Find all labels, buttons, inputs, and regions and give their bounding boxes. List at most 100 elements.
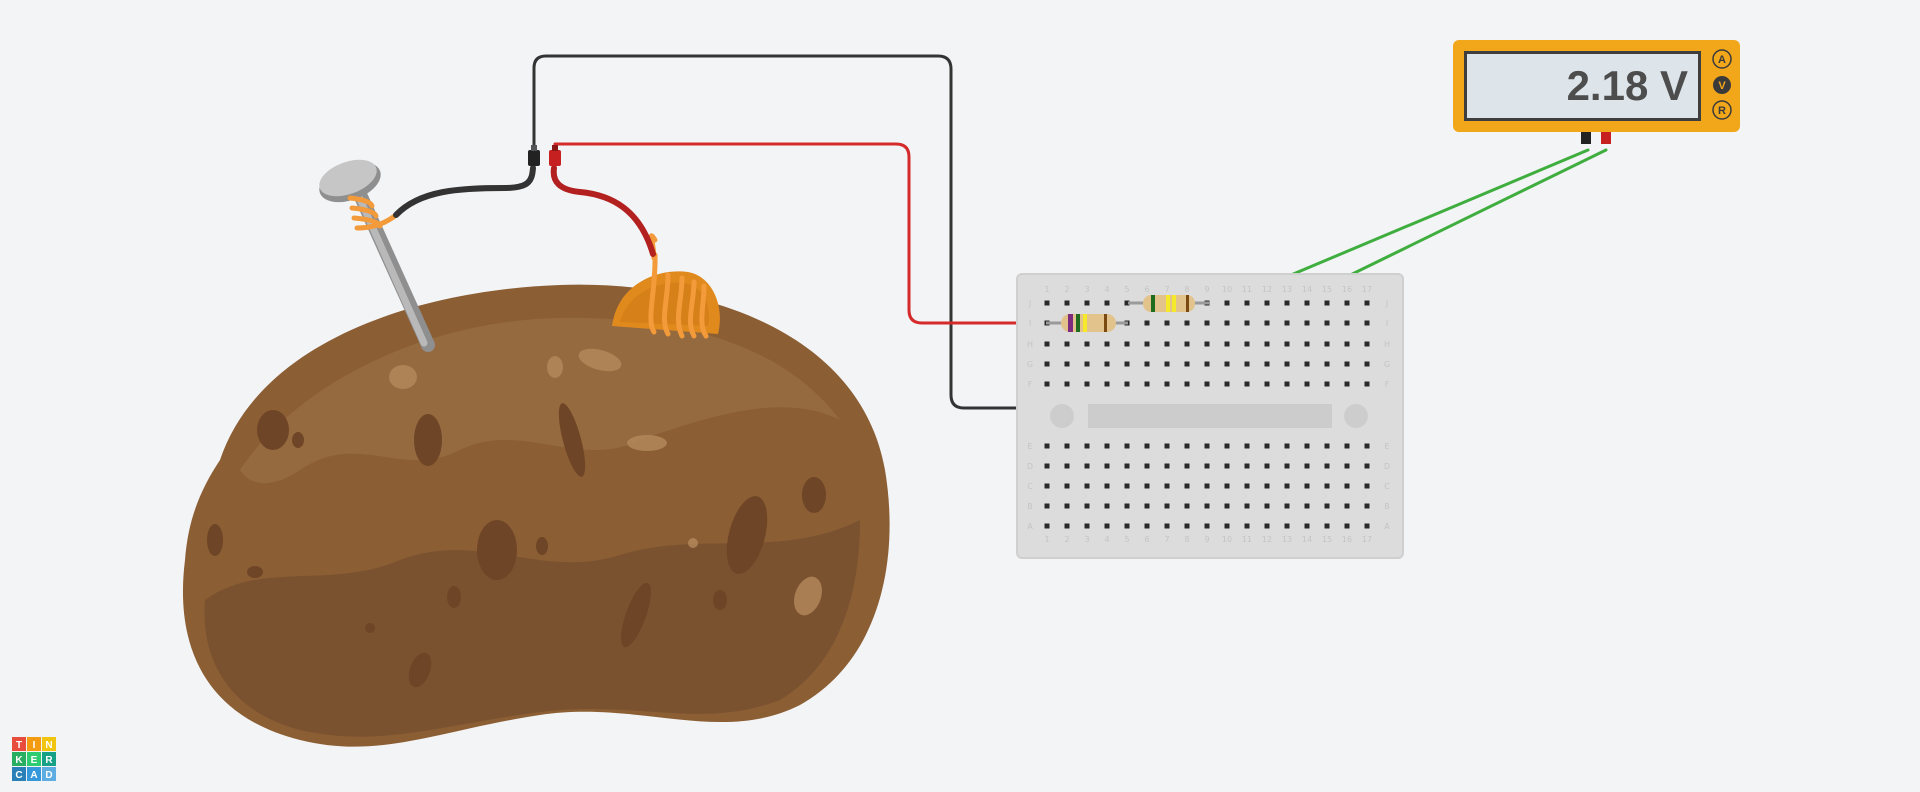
breadboard-hole[interactable] — [1344, 341, 1350, 347]
breadboard-hole[interactable] — [1324, 483, 1330, 489]
breadboard-hole[interactable] — [1164, 523, 1170, 529]
breadboard-hole[interactable] — [1184, 463, 1190, 469]
breadboard-hole[interactable] — [1184, 361, 1190, 367]
breadboard-hole[interactable] — [1124, 503, 1130, 509]
breadboard-hole[interactable] — [1124, 523, 1130, 529]
breadboard-hole[interactable] — [1084, 463, 1090, 469]
breadboard-hole[interactable] — [1224, 523, 1230, 529]
multimeter-probe-black[interactable] — [1581, 132, 1591, 144]
breadboard-hole[interactable] — [1204, 483, 1210, 489]
breadboard-hole[interactable] — [1204, 503, 1210, 509]
breadboard-hole[interactable] — [1044, 523, 1050, 529]
breadboard-hole[interactable] — [1064, 361, 1070, 367]
breadboard-hole[interactable] — [1044, 483, 1050, 489]
breadboard-hole[interactable] — [1124, 483, 1130, 489]
breadboard-hole[interactable] — [1264, 523, 1270, 529]
breadboard-hole[interactable] — [1364, 320, 1370, 326]
breadboard-hole[interactable] — [1084, 341, 1090, 347]
multimeter-mode-buttons[interactable]: A V R — [1712, 49, 1732, 120]
breadboard-hole[interactable] — [1124, 443, 1130, 449]
breadboard-hole[interactable] — [1224, 361, 1230, 367]
breadboard-hole[interactable] — [1224, 463, 1230, 469]
breadboard-hole[interactable] — [1364, 483, 1370, 489]
breadboard-hole[interactable] — [1204, 381, 1210, 387]
breadboard-hole[interactable] — [1204, 341, 1210, 347]
breadboard-hole[interactable] — [1304, 523, 1310, 529]
breadboard-hole[interactable] — [1304, 320, 1310, 326]
breadboard-hole[interactable] — [1144, 523, 1150, 529]
resistor-1[interactable] — [1046, 314, 1128, 332]
breadboard-hole[interactable] — [1304, 361, 1310, 367]
breadboard-hole[interactable] — [1064, 503, 1070, 509]
breadboard-hole[interactable] — [1104, 483, 1110, 489]
breadboard-hole[interactable] — [1284, 483, 1290, 489]
breadboard-hole[interactable] — [1264, 483, 1270, 489]
breadboard-hole[interactable] — [1104, 463, 1110, 469]
breadboard-hole[interactable] — [1244, 361, 1250, 367]
copper-electrode[interactable] — [612, 233, 720, 339]
breadboard-hole[interactable] — [1244, 443, 1250, 449]
breadboard-hole[interactable] — [1144, 443, 1150, 449]
wire-red-main[interactable] — [553, 142, 1049, 325]
breadboard-hole[interactable] — [1304, 300, 1310, 306]
breadboard[interactable]: 1122334455667788991010111112121313141415… — [1016, 273, 1404, 559]
breadboard-hole[interactable] — [1044, 503, 1050, 509]
breadboard-hole[interactable] — [1364, 463, 1370, 469]
breadboard-hole[interactable] — [1324, 443, 1330, 449]
breadboard-hole[interactable] — [1124, 463, 1130, 469]
breadboard-hole[interactable] — [1104, 361, 1110, 367]
breadboard-hole[interactable] — [1324, 381, 1330, 387]
breadboard-hole[interactable] — [1244, 463, 1250, 469]
breadboard-hole[interactable] — [1184, 341, 1190, 347]
breadboard-hole[interactable] — [1044, 463, 1050, 469]
breadboard-hole[interactable] — [1044, 300, 1050, 306]
breadboard-hole[interactable] — [1284, 361, 1290, 367]
breadboard-hole[interactable] — [1124, 361, 1130, 367]
breadboard-hole[interactable] — [1344, 300, 1350, 306]
breadboard-hole[interactable] — [1164, 381, 1170, 387]
breadboard-hole[interactable] — [1104, 503, 1110, 509]
mode-ohms-button[interactable] — [1712, 100, 1732, 120]
breadboard-hole[interactable] — [1164, 463, 1170, 469]
breadboard-hole[interactable] — [1304, 443, 1310, 449]
breadboard-hole[interactable] — [1264, 320, 1270, 326]
breadboard-hole[interactable] — [1064, 443, 1070, 449]
breadboard-hole[interactable] — [1184, 503, 1190, 509]
breadboard-hole[interactable] — [1284, 381, 1290, 387]
breadboard-hole[interactable] — [1124, 381, 1130, 387]
breadboard-hole[interactable] — [1364, 341, 1370, 347]
breadboard-hole[interactable] — [1084, 381, 1090, 387]
breadboard-hole[interactable] — [1284, 443, 1290, 449]
breadboard-hole[interactable] — [1064, 523, 1070, 529]
breadboard-hole[interactable] — [1344, 361, 1350, 367]
breadboard-hole[interactable] — [1224, 503, 1230, 509]
breadboard-hole[interactable] — [1284, 320, 1290, 326]
breadboard-hole[interactable] — [1164, 443, 1170, 449]
breadboard-hole[interactable] — [1204, 443, 1210, 449]
breadboard-hole[interactable] — [1144, 503, 1150, 509]
breadboard-hole[interactable] — [1224, 341, 1230, 347]
breadboard-hole[interactable] — [1284, 463, 1290, 469]
resistor-2[interactable] — [1128, 295, 1210, 312]
breadboard-hole[interactable] — [1324, 361, 1330, 367]
breadboard-hole[interactable] — [1264, 300, 1270, 306]
breadboard-hole[interactable] — [1344, 483, 1350, 489]
breadboard-hole[interactable] — [1064, 463, 1070, 469]
breadboard-hole[interactable] — [1304, 463, 1310, 469]
breadboard-hole[interactable] — [1244, 300, 1250, 306]
breadboard-hole[interactable] — [1204, 463, 1210, 469]
breadboard-hole[interactable] — [1324, 320, 1330, 326]
breadboard-hole[interactable] — [1264, 381, 1270, 387]
breadboard-hole[interactable] — [1344, 443, 1350, 449]
breadboard-hole[interactable] — [1344, 381, 1350, 387]
zinc-nail-electrode[interactable] — [314, 153, 435, 352]
breadboard-hole[interactable] — [1104, 381, 1110, 387]
breadboard-hole[interactable] — [1124, 341, 1130, 347]
breadboard-hole[interactable] — [1264, 463, 1270, 469]
mode-volts-button[interactable] — [1713, 76, 1731, 94]
breadboard-hole[interactable] — [1224, 483, 1230, 489]
breadboard-hole[interactable] — [1264, 503, 1270, 509]
breadboard-hole[interactable] — [1364, 361, 1370, 367]
breadboard-hole[interactable] — [1244, 503, 1250, 509]
